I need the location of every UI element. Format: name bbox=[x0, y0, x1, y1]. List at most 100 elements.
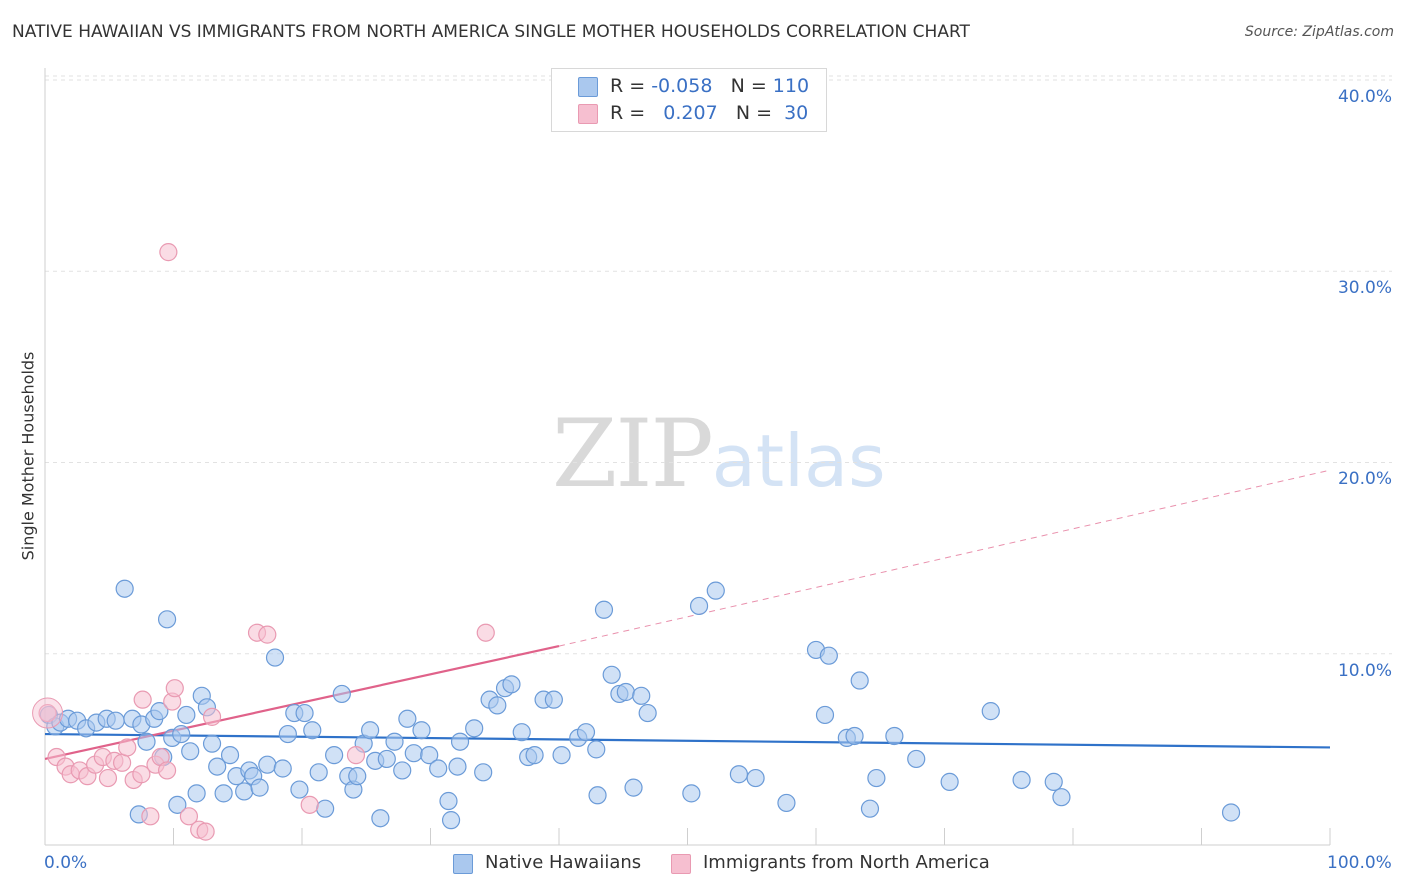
point-immigrants bbox=[98, 768, 118, 788]
point-native-hawaiians bbox=[385, 732, 404, 751]
point-native-hawaiians bbox=[429, 759, 448, 778]
point-native-hawaiians bbox=[448, 757, 467, 776]
point-native-hawaiians bbox=[777, 793, 796, 813]
point-native-hawaiians bbox=[1044, 772, 1063, 791]
point-native-hawaiians bbox=[393, 761, 412, 780]
point-native-hawaiians bbox=[157, 610, 177, 629]
point-immigrants bbox=[157, 761, 177, 780]
point-native-hawaiians bbox=[412, 721, 431, 740]
point-native-hawaiians bbox=[746, 768, 765, 788]
point-native-hawaiians bbox=[940, 772, 959, 791]
point-immigrants bbox=[159, 243, 178, 262]
r-value: 0.207 bbox=[663, 102, 718, 124]
point-immigrants bbox=[132, 765, 151, 784]
point-native-hawaiians bbox=[845, 726, 864, 746]
legend-text: R = -0.058 N = 110 bbox=[610, 75, 809, 97]
point-native-hawaiians bbox=[525, 746, 544, 765]
point-native-hawaiians bbox=[682, 784, 701, 803]
point-native-hawaiians bbox=[181, 742, 200, 761]
point-native-hawaiians bbox=[850, 671, 869, 690]
point-immigrants bbox=[179, 807, 199, 826]
point-native-hawaiians bbox=[214, 784, 233, 803]
point-native-hawaiians bbox=[1221, 803, 1241, 822]
point-native-hawaiians bbox=[309, 763, 328, 782]
point-native-hawaiians bbox=[348, 767, 367, 786]
legend-text: R = 0.207 N = 30 bbox=[610, 102, 808, 124]
watermark-zip: ZIP bbox=[552, 400, 714, 509]
point-native-hawaiians bbox=[867, 768, 886, 788]
point-native-hawaiians bbox=[115, 579, 134, 598]
point-native-hawaiians bbox=[594, 600, 614, 619]
point-native-hawaiians bbox=[552, 746, 571, 765]
legend-series-name: Native Hawaiians bbox=[485, 852, 642, 873]
point-immigrants bbox=[133, 690, 152, 709]
legend-swatch-blue bbox=[453, 854, 473, 874]
point-native-hawaiians bbox=[706, 581, 725, 600]
trend-line-native-hawaiians bbox=[44, 732, 1331, 749]
point-native-hawaiians bbox=[1052, 788, 1071, 807]
n-label: N = bbox=[730, 75, 773, 97]
point-native-hawaiians bbox=[361, 721, 380, 740]
point-native-hawaiians bbox=[420, 746, 439, 765]
series-immigrants-north-america bbox=[32, 243, 495, 841]
point-native-hawaiians bbox=[981, 702, 1000, 721]
point-native-hawaiians bbox=[398, 709, 417, 728]
point-native-hawaiians bbox=[632, 686, 651, 705]
y-axis-label: Single Mother Households bbox=[18, 351, 38, 561]
point-immigrants bbox=[258, 625, 277, 644]
point-native-hawaiians bbox=[488, 696, 507, 715]
point-native-hawaiians bbox=[332, 684, 351, 704]
point-native-hawaiians bbox=[465, 719, 484, 738]
point-immigrants bbox=[118, 738, 137, 757]
point-native-hawaiians bbox=[150, 702, 169, 721]
point-native-hawaiians bbox=[290, 780, 309, 799]
y-tick-label-10: 10.0% bbox=[1337, 661, 1392, 681]
point-native-hawaiians bbox=[689, 596, 709, 616]
point-native-hawaiians bbox=[729, 765, 749, 784]
point-native-hawaiians bbox=[588, 786, 607, 805]
n-value: 110 bbox=[772, 75, 810, 97]
point-native-hawaiians bbox=[168, 795, 187, 814]
point-immigrants bbox=[38, 703, 57, 723]
point-native-hawaiians bbox=[106, 711, 125, 730]
point-native-hawaiians bbox=[450, 732, 470, 751]
point-native-hawaiians bbox=[616, 682, 635, 702]
point-native-hawaiians bbox=[819, 646, 838, 665]
point-native-hawaiians bbox=[187, 784, 206, 803]
point-native-hawaiians bbox=[544, 690, 563, 709]
point-native-hawaiians bbox=[439, 791, 458, 811]
point-immigrants bbox=[165, 679, 184, 698]
point-immigrants bbox=[346, 746, 366, 765]
correlation-legend: R = -0.058 N = 110 R = 0.207 N = 30 bbox=[551, 68, 827, 132]
legend-series-name: Immigrants from North America bbox=[703, 852, 990, 873]
point-native-hawaiians bbox=[907, 749, 926, 769]
point-native-hawaiians bbox=[371, 809, 390, 828]
n-label: N = bbox=[735, 102, 779, 124]
point-native-hawaiians bbox=[860, 799, 880, 818]
point-native-hawaiians bbox=[441, 811, 461, 830]
point-native-hawaiians bbox=[474, 763, 493, 782]
point-native-hawaiians bbox=[202, 734, 222, 753]
x-tick-label-100: 100.0% bbox=[1327, 853, 1392, 873]
grid-lines bbox=[45, 75, 1392, 655]
point-native-hawaiians bbox=[278, 724, 297, 744]
series-native-hawaiians bbox=[39, 579, 1241, 830]
point-native-hawaiians bbox=[377, 749, 396, 769]
chart-title: NATIVE HAWAIIAN VS IMMIGRANTS FROM NORTH… bbox=[12, 22, 970, 42]
trend-line-immigrants-extension bbox=[558, 469, 1331, 647]
y-tick-label-20: 20.0% bbox=[1337, 469, 1392, 489]
point-native-hawaiians bbox=[404, 744, 423, 763]
point-native-hawaiians bbox=[295, 703, 314, 723]
point-native-hawaiians bbox=[512, 723, 531, 742]
point-immigrants bbox=[141, 807, 160, 826]
legend-swatch-pink bbox=[671, 854, 691, 874]
point-immigrants bbox=[196, 822, 215, 841]
trend-lines bbox=[44, 469, 1331, 761]
y-tick-label-40: 40.0% bbox=[1337, 87, 1392, 107]
legend-swatch-blue bbox=[578, 77, 598, 97]
point-native-hawaiians bbox=[208, 757, 227, 776]
watermark-atlas: atlas bbox=[711, 419, 886, 503]
y-tick-label-30: 30.0% bbox=[1337, 278, 1392, 298]
x-tick-label-0: 0.0% bbox=[44, 853, 88, 873]
point-native-hawaiians bbox=[258, 755, 277, 774]
